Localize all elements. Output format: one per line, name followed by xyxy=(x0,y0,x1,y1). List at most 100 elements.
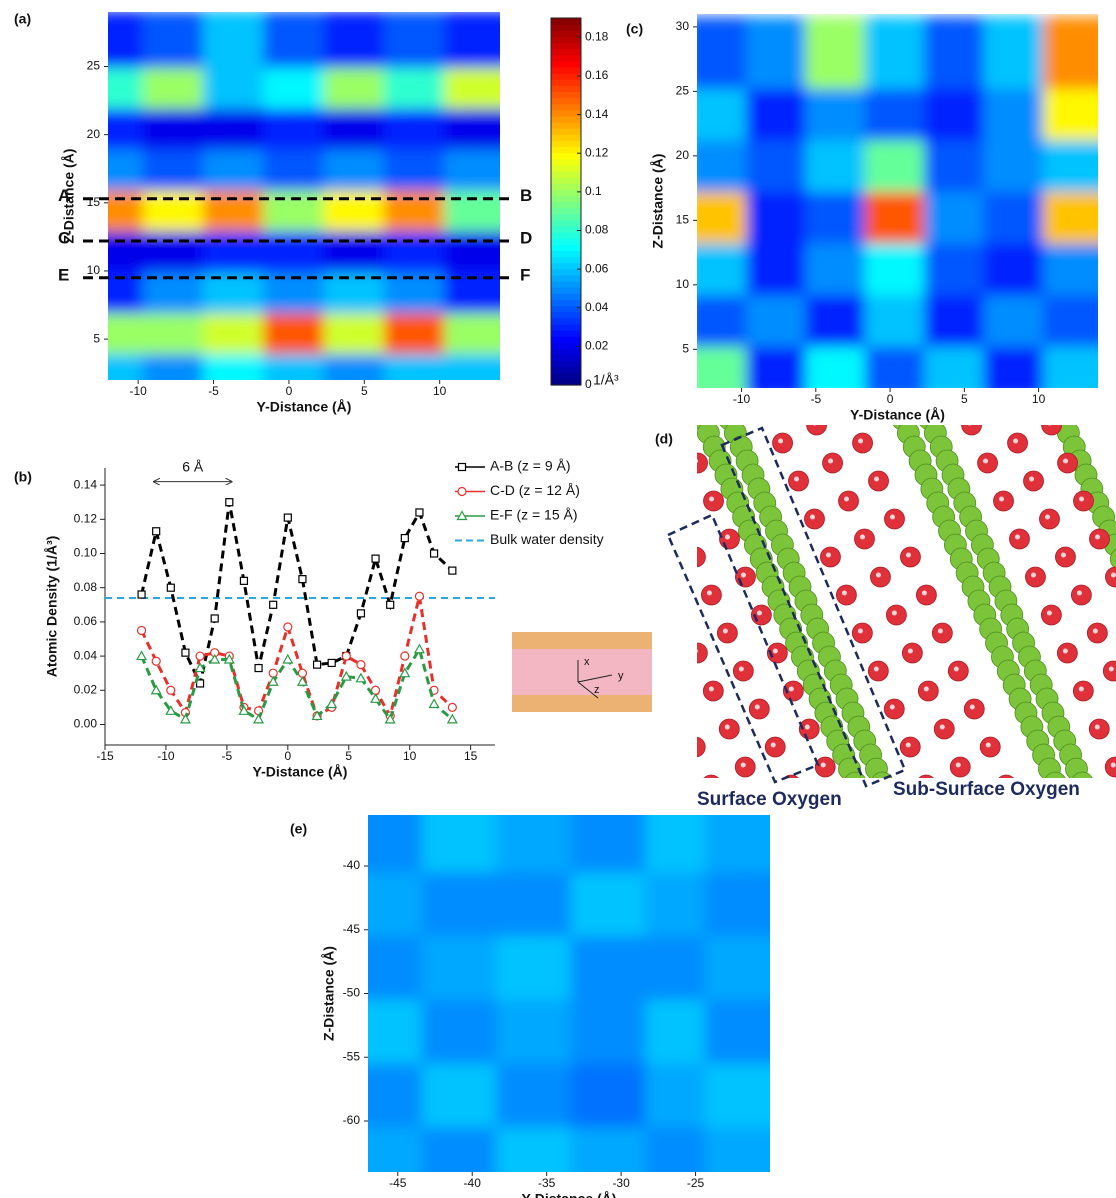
atom-highlight xyxy=(722,628,728,634)
x-tick-label: -40 xyxy=(464,1176,482,1190)
colorbar-slice xyxy=(551,60,581,68)
red-atom xyxy=(592,415,612,435)
red-atom xyxy=(1039,508,1060,530)
red-atom xyxy=(654,471,674,491)
red-atom xyxy=(697,642,708,664)
red-atom xyxy=(748,698,770,720)
x-tick-label: -30 xyxy=(612,1176,630,1190)
colorbar-slice xyxy=(551,250,581,258)
red-atom xyxy=(993,490,1014,512)
red-atom xyxy=(899,736,921,758)
marker xyxy=(456,510,468,521)
atom-highlight xyxy=(999,496,1005,502)
inset-axis xyxy=(577,674,613,683)
y-tick-label: 15 xyxy=(87,195,101,209)
colorbar-slice xyxy=(551,256,581,264)
atom-highlight xyxy=(969,704,975,710)
atom-highlight xyxy=(937,628,943,634)
atom-highlight xyxy=(875,572,881,578)
y-tick-label: 0.04 xyxy=(74,648,98,662)
red-atom xyxy=(1057,452,1078,474)
y-tick-label: 20 xyxy=(87,127,101,141)
atom-highlight xyxy=(1014,534,1020,540)
marker xyxy=(297,668,308,678)
atom-highlight xyxy=(841,590,847,596)
colorbar-unit: 1/Å³ xyxy=(593,372,619,388)
contour-area xyxy=(108,12,500,380)
colorbar-slice xyxy=(551,238,581,245)
atom-highlight xyxy=(825,552,831,558)
colorbar-slice xyxy=(551,140,581,148)
marker xyxy=(356,660,366,670)
red-atom xyxy=(624,491,644,511)
atom-highlight xyxy=(645,535,650,540)
y-tick-label: 0.12 xyxy=(74,511,98,525)
atom-highlight xyxy=(813,425,817,426)
marker xyxy=(269,600,278,609)
red-atom xyxy=(961,425,982,436)
atom-highlight xyxy=(778,438,784,444)
structure-image xyxy=(592,395,1116,808)
atom-highlight xyxy=(762,401,767,406)
red-atom xyxy=(900,546,921,568)
colorbar-slice xyxy=(551,201,581,209)
x-tick-label: 0 xyxy=(284,749,291,763)
red-atom xyxy=(901,642,923,664)
red-atom xyxy=(931,622,953,644)
contour-area xyxy=(368,815,770,1172)
atom-highlight xyxy=(1079,496,1085,502)
red-atom xyxy=(822,452,843,474)
atom-highlight xyxy=(675,515,680,520)
atom-highlight xyxy=(905,742,911,748)
colorbar-slice xyxy=(551,323,581,331)
atom-highlight xyxy=(1094,724,1100,730)
red-atom xyxy=(702,680,724,702)
red-atom xyxy=(719,528,740,550)
inset-slab xyxy=(512,632,652,649)
colorbar-tick-label: 0.1 xyxy=(585,184,602,198)
cut-start: E xyxy=(58,265,69,284)
atom-highlight xyxy=(874,476,880,482)
colorbar-slice xyxy=(551,281,581,288)
marker xyxy=(209,653,221,664)
atom-highlight xyxy=(1076,590,1082,596)
atom-highlight xyxy=(804,724,810,730)
colorbar-slice xyxy=(551,152,581,160)
colorbar-slice xyxy=(551,378,581,386)
colorbar-slice xyxy=(551,170,581,178)
colorbar-slice xyxy=(551,134,581,141)
marker xyxy=(448,566,457,575)
colorbar-slice xyxy=(551,54,581,62)
green-atom xyxy=(1045,771,1066,778)
atom-highlight xyxy=(629,497,634,502)
x-tick-label: -5 xyxy=(222,749,233,763)
red-atom xyxy=(622,395,642,415)
marker xyxy=(195,679,205,688)
green-atom xyxy=(1109,548,1116,570)
colorbar-slice xyxy=(551,293,581,300)
series-line xyxy=(140,645,454,723)
x-tick-label: -15 xyxy=(96,749,114,763)
green-atom xyxy=(1077,786,1099,808)
image-label: Surface Oxygen xyxy=(697,789,842,810)
atom-highlight xyxy=(921,590,927,596)
marker xyxy=(181,648,190,657)
panel-label: (e) xyxy=(290,821,307,837)
x-tick-label: -45 xyxy=(389,1176,407,1190)
atom-highlight xyxy=(1013,438,1019,444)
colorbar-slice xyxy=(551,262,581,270)
marker xyxy=(413,643,425,654)
red-atom xyxy=(798,718,820,740)
marker xyxy=(400,651,410,661)
atom-highlight xyxy=(939,724,945,730)
red-atom xyxy=(977,452,998,474)
colorbar-slice xyxy=(551,225,581,233)
atom-highlight xyxy=(595,515,600,520)
atom-highlight xyxy=(873,666,879,672)
colorbar-slice xyxy=(551,115,581,123)
y-tick-label: 20 xyxy=(676,148,690,162)
colorbar-slice xyxy=(551,164,581,172)
atom-highlight xyxy=(709,496,715,502)
x-tick-label: 10 xyxy=(403,749,417,763)
green-atom xyxy=(1072,771,1093,778)
